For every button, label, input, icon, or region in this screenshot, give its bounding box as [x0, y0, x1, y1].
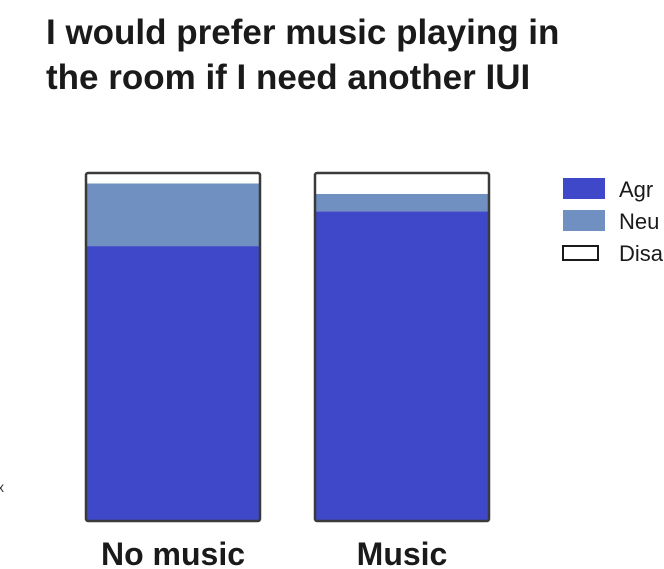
legend-swatch-disa [562, 245, 599, 261]
chart-title-line-1: I would prefer music playing in [46, 13, 560, 52]
legend-label-agr: Agr [619, 177, 653, 202]
chart-title-line-2: the room if I need another IUI [46, 58, 531, 97]
legend-label-neu: Neu [619, 209, 659, 234]
legend-label-disa: Disa [619, 241, 664, 266]
bar-segment-music-neu [315, 193, 489, 212]
x-tick-label-no-music: No music [101, 536, 245, 569]
legend-swatch-neu [563, 210, 605, 231]
stray-axis-mark: x [0, 479, 4, 495]
x-tick-label-music: Music [357, 536, 448, 569]
bar-outline-music [313, 171, 491, 523]
bar-segment-music-disa [315, 173, 489, 194]
legend-swatch-agr [563, 178, 605, 199]
bar-segment-no-music-disa [86, 173, 260, 184]
legend: Agr Neu Disa [562, 177, 664, 266]
bar-outline-no-music [84, 171, 262, 523]
bar-segment-music-agr [315, 211, 489, 521]
bar-segment-no-music-neu [86, 183, 260, 247]
x-axis-labels: No music Music [101, 536, 447, 569]
bar-segment-no-music-agr [86, 246, 260, 521]
chart-title: I would prefer music playing in the room… [46, 10, 664, 100]
bars-group [84, 171, 491, 523]
